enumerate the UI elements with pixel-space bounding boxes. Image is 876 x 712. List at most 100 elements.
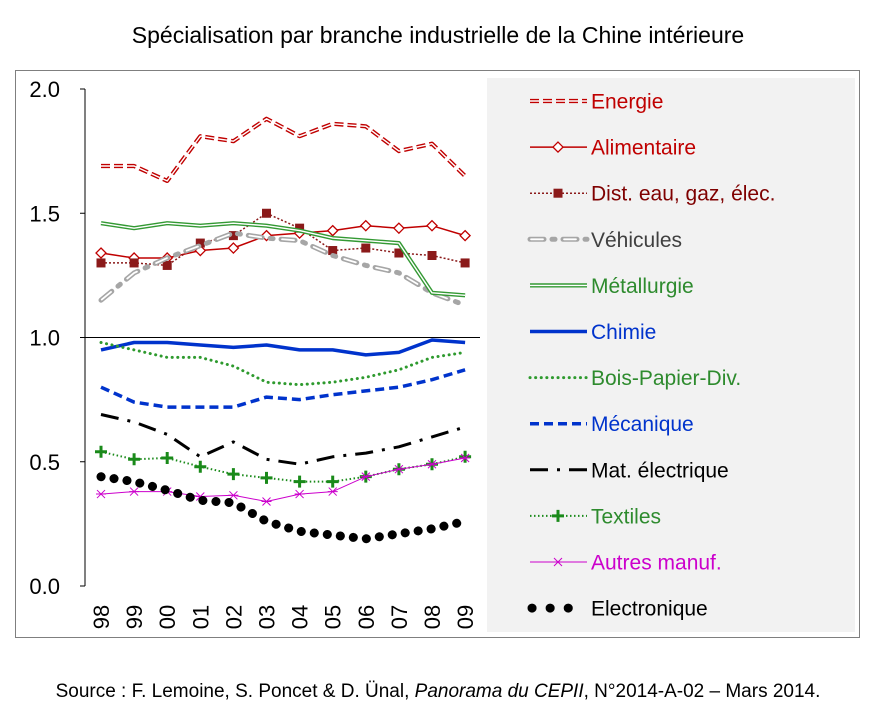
data-point-textiles-00 <box>161 452 174 465</box>
data-point-dist-eau-gaz-elec-07 <box>394 248 404 258</box>
source-note: Source : F. Lemoine, S. Poncet & D. Ünal… <box>56 681 821 702</box>
series-line-mecanique <box>100 368 466 409</box>
data-point-alimentaire-02 <box>227 242 240 254</box>
data-point-dist-eau-gaz-elec-00 <box>162 260 172 270</box>
legend-marker-dist-eau-gaz-elec <box>553 188 563 198</box>
data-point-textiles-09 <box>459 450 472 463</box>
legend-item-chimie: Chimie <box>530 321 656 344</box>
legend-label: Energie <box>591 91 663 114</box>
legend-box <box>487 78 855 632</box>
data-point-autres-manuf-99 <box>129 487 140 496</box>
data-point-textiles-03 <box>260 471 273 484</box>
x-tick-label: 08 <box>420 605 445 629</box>
data-point-dist-eau-gaz-elec-09 <box>460 258 470 268</box>
data-point-dist-eau-gaz-elec-99 <box>129 258 139 268</box>
x-tick-label: 00 <box>155 605 180 629</box>
data-point-autres-manuf-04 <box>294 489 305 499</box>
legend-label: Alimentaire <box>591 137 696 160</box>
x-tick-label: 98 <box>89 605 114 629</box>
series-line-chimie-stroke <box>100 338 466 357</box>
data-point-autres-manuf-98 <box>96 489 106 499</box>
data-point-textiles-05 <box>326 475 339 488</box>
y-tick-label: 0.5 <box>29 450 60 475</box>
axes: 2.0 1.5 1.0 0.5 0.0 98 99 00 01 02 03 04 05 06 07 08 09 <box>29 77 480 629</box>
data-point-dist-eau-gaz-elec-05 <box>328 246 338 256</box>
data-point-alimentaire-05 <box>326 224 339 237</box>
legend-item-mecanique: Mécanique <box>530 413 694 436</box>
legend-item-alimentaire: Alimentaire <box>530 137 696 160</box>
source-authors: Source : F. Lemoine, S. Poncet & D. Ünal… <box>56 681 415 702</box>
legend-item-dist-eau-gaz-elec: Dist. eau, gaz, élec. <box>530 183 775 206</box>
data-point-alimentaire-09 <box>459 229 472 242</box>
data-point-autres-manuf-02 <box>228 490 239 500</box>
series-line-metallurgie-inner <box>100 222 466 296</box>
data-point-alimentaire-98 <box>95 247 107 259</box>
legend-label: Autres manuf. <box>591 552 722 575</box>
x-tick-label: 06 <box>354 605 379 629</box>
x-tick-label: 04 <box>288 605 313 629</box>
legend-label: Métallurgie <box>591 275 694 298</box>
series-line-bois-papier-div-stroke <box>99 341 467 387</box>
data-point-autres-manuf-07 <box>393 464 404 474</box>
x-tick-label: 01 <box>188 605 213 629</box>
legend-label: Bois-Papier-Div. <box>591 367 741 390</box>
legend-item-mat-electrique: Mat. électrique <box>530 459 729 482</box>
series-line-energie <box>101 116 467 183</box>
data-point-alimentaire-07 <box>392 222 405 235</box>
legend-marker-alimentaire <box>552 141 564 154</box>
x-tick-label: 02 <box>221 605 246 629</box>
x-tick-label: 07 <box>387 605 412 629</box>
series-line-energie-inner <box>101 118 466 182</box>
series-line-textiles-stroke <box>100 450 466 483</box>
data-point-textiles-98 <box>95 445 107 458</box>
legend-item-vehicules: Véhicules <box>527 229 682 252</box>
legend-item-metallurgie: Métallurgie <box>530 275 694 298</box>
data-point-autres-manuf-06 <box>360 472 371 482</box>
legend-label: Mécanique <box>591 413 694 436</box>
series-line-mat-electrique-stroke <box>100 413 466 466</box>
x-tick-label: 09 <box>453 605 478 629</box>
series-line-mat-electrique <box>100 413 466 466</box>
plot-area <box>95 116 472 544</box>
y-tick-label: 1.5 <box>29 201 60 226</box>
legend-label: Mat. électrique <box>591 459 729 482</box>
series-line-bois-papier-div <box>99 341 467 387</box>
series-line-chimie <box>100 338 466 357</box>
legend-label: Electronique <box>591 598 708 621</box>
legend-item-bois-papier-div: Bois-Papier-Div. <box>528 367 741 390</box>
series-line-vehicules-inner <box>100 232 466 307</box>
y-tick-label: 0.0 <box>29 574 60 599</box>
legend: Energie Alimentaire Dist. eau, gaz, élec. V… <box>527 91 775 621</box>
x-tick-label: 99 <box>122 605 147 629</box>
legend-label: Textiles <box>591 505 661 528</box>
legend-marker-textiles <box>552 509 564 522</box>
data-point-dist-eau-gaz-elec-06 <box>361 243 371 253</box>
legend-item-textiles: Textiles <box>530 505 661 528</box>
data-point-dist-eau-gaz-elec-08 <box>427 250 437 260</box>
data-point-dist-eau-gaz-elec-04 <box>295 223 305 233</box>
data-point-alimentaire-08 <box>426 219 438 232</box>
data-point-textiles-99 <box>128 453 141 466</box>
data-point-dist-eau-gaz-elec-01 <box>195 238 205 248</box>
data-point-textiles-01 <box>194 460 207 473</box>
data-point-dist-eau-gaz-elec-98 <box>96 258 106 268</box>
legend-label: Véhicules <box>591 229 682 252</box>
x-tick-label: 03 <box>255 605 280 629</box>
data-point-autres-manuf-09 <box>460 453 471 463</box>
legend-marker-autres-manuf <box>553 557 563 567</box>
source-reference: , N°2014-A-02 – Mars 2014. <box>584 681 821 702</box>
data-point-autres-manuf-08 <box>427 459 437 469</box>
series-line-electronique-stroke <box>96 472 470 544</box>
x-tick-label: 05 <box>321 605 346 629</box>
data-point-dist-eau-gaz-elec-02 <box>228 231 238 241</box>
y-tick-label: 1.0 <box>29 326 60 351</box>
data-point-autres-manuf-03 <box>261 497 272 506</box>
data-point-dist-eau-gaz-elec-03 <box>262 208 271 218</box>
legend-label: Chimie <box>591 321 656 344</box>
data-point-alimentaire-06 <box>359 219 372 232</box>
series-line-electronique <box>96 472 470 544</box>
series-line-metallurgie <box>100 221 466 298</box>
legend-label: Dist. eau, gaz, élec. <box>591 183 775 206</box>
chart-title: Spécialisation par branche industrielle … <box>132 22 744 48</box>
